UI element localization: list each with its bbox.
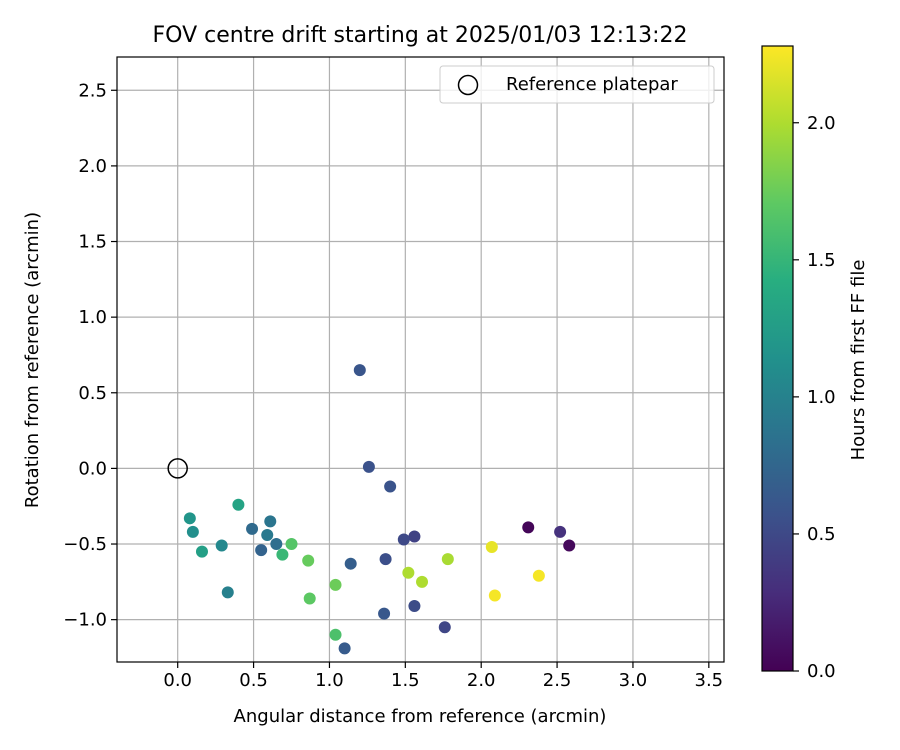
x-axis-label: Angular distance from reference (arcmin) — [234, 706, 607, 727]
legend-box — [439, 65, 715, 104]
scatter-point — [408, 600, 421, 613]
y-tick-label: 2.0 — [78, 156, 107, 177]
x-tick-label: 2.5 — [543, 670, 572, 691]
scatter-point — [329, 628, 342, 641]
scatter-point — [195, 545, 208, 558]
y-gridlines — [117, 89, 724, 621]
scatter-point — [485, 541, 498, 554]
scatter-point — [416, 575, 429, 588]
plot-frame — [116, 56, 725, 663]
scatter-point — [186, 525, 199, 538]
colorbar-tick-label: 0.5 — [807, 524, 836, 545]
scatter-point — [522, 521, 535, 534]
scatter-point — [378, 607, 391, 620]
y-tick-label: −1.0 — [63, 610, 107, 631]
scatter-point — [554, 525, 567, 538]
scatter-point — [563, 539, 576, 552]
scatter-points — [183, 364, 576, 655]
scatter-point — [402, 566, 415, 579]
scatter-point — [183, 512, 196, 525]
colorbar-gradient — [761, 45, 794, 672]
scatter-point — [285, 538, 298, 551]
scatter-point — [384, 480, 397, 493]
x-tick-label: 3.5 — [695, 670, 724, 691]
y-tick-label: 1.0 — [78, 307, 107, 328]
x-tick-label: 0.0 — [163, 670, 192, 691]
y-axis-ticks: −1.0 −0.5 0.0 0.5 1.0 1.5 2.0 2.5 — [63, 80, 117, 631]
scatter-point — [276, 548, 289, 561]
scatter-point — [532, 569, 545, 582]
colorbar-tick-label: 0.0 — [807, 661, 836, 682]
scatter-point — [338, 642, 351, 655]
scatter-point — [255, 544, 268, 557]
y-axis-label: Rotation from reference (arcmin) — [22, 212, 43, 508]
x-tick-label: 3.0 — [619, 670, 648, 691]
legend-label: Reference platepar — [506, 74, 678, 95]
scatter-point — [246, 522, 259, 535]
colorbar-label: Hours from first FF file — [848, 260, 869, 461]
scatter-point — [438, 621, 451, 634]
x-tick-label: 1.5 — [391, 670, 420, 691]
x-tick-label: 1.0 — [315, 670, 344, 691]
scatter-point — [362, 460, 375, 473]
scatter-point — [441, 553, 454, 566]
legend: Reference platepar — [439, 65, 715, 104]
colorbar-tick-label: 2.0 — [807, 113, 836, 134]
colorbar: 0.0 0.5 1.0 1.5 2.0 Hours from first FF file — [761, 45, 869, 682]
scatter-point — [232, 498, 245, 511]
y-tick-label: 1.5 — [78, 232, 107, 253]
x-gridlines — [177, 57, 710, 662]
scatter-point — [379, 553, 392, 566]
chart-title: FOV centre drift starting at 2025/01/03 … — [153, 23, 688, 48]
scatter-point — [270, 538, 283, 551]
scatter-point — [215, 539, 228, 552]
x-tick-label: 2.0 — [467, 670, 496, 691]
scatter-point — [329, 578, 342, 591]
reference-layer — [167, 458, 188, 479]
reference-platepar-marker — [167, 458, 188, 479]
y-tick-label: 0.5 — [78, 383, 107, 404]
colorbar-tick-label: 1.5 — [807, 250, 836, 271]
colorbar-ticks: 0.0 0.5 1.0 1.5 2.0 — [793, 113, 836, 682]
scatter-point — [408, 530, 421, 543]
scatter-point — [397, 533, 410, 546]
y-tick-label: 2.5 — [78, 80, 107, 101]
legend-marker — [457, 74, 479, 96]
y-tick-label: −0.5 — [63, 534, 107, 555]
y-tick-label: 0.0 — [78, 458, 107, 479]
scatter-point — [302, 554, 315, 567]
scatter-point — [344, 557, 357, 570]
scatter-point — [353, 364, 366, 377]
x-axis-ticks: 0.0 0.5 1.0 1.5 2.0 2.5 3.0 3.5 — [163, 662, 723, 691]
scatter-point — [261, 528, 274, 541]
scatter-point — [303, 592, 316, 605]
x-tick-label: 0.5 — [239, 670, 268, 691]
scatter-point — [221, 586, 234, 599]
colorbar-tick-label: 1.0 — [807, 387, 836, 408]
scatter-point — [488, 589, 501, 602]
scatter-point — [264, 515, 277, 528]
